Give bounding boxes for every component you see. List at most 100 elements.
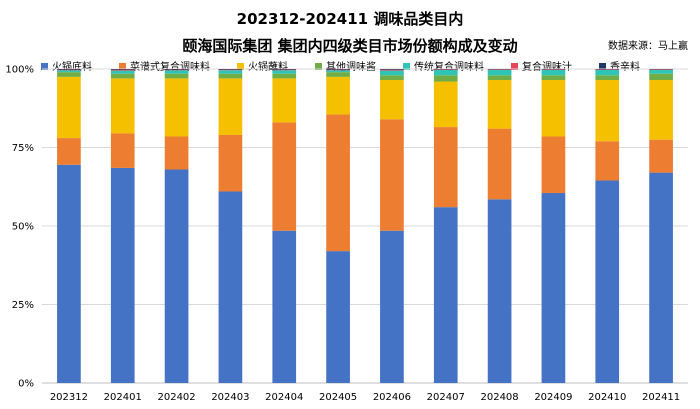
bar-segment-202409-s5 [541,69,566,70]
bar-segment-202312-s6 [57,69,81,70]
bar-segment-202402-s4 [164,70,189,74]
bar-segment-202410-s5 [595,69,620,70]
bar-segment-202402-s6 [164,69,189,70]
bar-segment-202403-s3 [218,73,243,79]
bar-segment-202312-s3 [57,72,81,77]
bar-segment-202402-s3 [164,73,189,79]
bar-segment-202402-s5 [164,69,189,71]
bar-segment-202312-s0 [57,164,81,383]
bar-segment-202405-s6 [326,69,350,70]
x-tick-label: 202411 [642,392,680,403]
bar-segment-202407-s4 [433,69,458,76]
x-tick-label: 202410 [588,392,626,403]
x-tick-label: 202404 [265,392,303,403]
data-source-note: 数据来源：马上赢 [608,39,688,52]
bar-segment-202408-s2 [487,79,512,129]
bar-segment-202401-s5 [110,69,135,71]
bar-segment-202403-s4 [218,70,243,74]
bar-segment-202403-s5 [218,69,243,71]
legend-swatch-2 [237,63,244,70]
bar-segment-202312-s5 [57,69,81,71]
bar-segment-202402-s1 [164,136,189,170]
bar-segment-202403-s0 [218,191,243,383]
bar-segment-202407-s3 [433,75,458,82]
y-tick-label: 25% [12,300,34,311]
bar-segment-202407-s0 [433,207,458,383]
legend-swatch-6 [599,63,606,70]
y-axis: 0% 25% 50% 75% 100% [5,65,34,390]
legend-label: 传统复合调味料 [414,60,484,73]
x-tick-label: 202405 [319,392,357,403]
bar-segment-202411-s4 [649,69,673,74]
bar-segment-202405-s3 [326,72,350,77]
y-tick-label: 75% [12,143,34,154]
bar-segment-202405-s0 [326,251,350,383]
bar-segment-202404-s5 [272,69,297,71]
bar-segment-202401-s4 [110,70,135,74]
bar-segment-202401-s1 [110,133,135,168]
bar-segment-202408-s4 [487,69,512,76]
bar-segment-202312-s1 [57,138,81,165]
bar-segment-202404-s2 [272,78,297,123]
bar-segment-202411-s3 [649,73,673,80]
bar-segment-202411-s5 [649,69,673,70]
x-tick-label: 202409 [534,392,572,403]
bar-segment-202402-s0 [164,169,189,383]
x-tick-label: 202406 [373,392,411,403]
bar-segment-202406-s0 [380,230,404,383]
bar-segment-202404-s4 [272,70,297,74]
bar-segment-202406-s4 [380,70,404,76]
bar-segment-202406-s6 [380,69,404,70]
bar-segment-202405-s1 [326,114,350,252]
bar-segment-202406-s2 [380,79,404,120]
bar-segment-202404-s6 [272,69,297,70]
x-axis: 202312 202401 202402 202403 202404 202405 2024… [50,392,680,403]
bar-segment-202404-s0 [272,230,297,383]
bar-segment-202411-s0 [649,172,673,383]
x-tick-label: 202408 [480,392,518,403]
y-tick-label: 0% [18,379,34,390]
bar-segment-202405-s2 [326,76,350,115]
bar-segment-202312-s2 [57,76,81,139]
bar-segment-202406-s5 [380,69,404,71]
bar-segment-202408-s3 [487,75,512,80]
bar-segment-202409-s2 [541,79,566,137]
bar-segment-202404-s3 [272,73,297,79]
bar-segment-202404-s1 [272,122,297,231]
bar-segment-202407-s2 [433,81,458,128]
bar-segment-202405-s4 [326,70,350,73]
bar-segment-202406-s3 [380,75,404,80]
legend-swatch-5 [511,63,518,70]
bar-segment-202408-s1 [487,128,512,200]
bar-segment-202410-s0 [595,180,620,383]
legend-label: 菜谱式复合调味料 [130,60,210,73]
legend-swatch-1 [119,63,126,70]
x-tick-label: 202401 [104,392,142,403]
bar-segment-202406-s1 [380,119,404,231]
gridlines [42,68,688,384]
legend-swatch-4 [403,63,410,70]
bar-segment-202407-s1 [433,127,458,208]
chart-title-line1: 202312-202411 调味品类目内 [237,10,464,28]
bar-segment-202409-s3 [541,75,566,80]
bar-segment-202411-s2 [649,79,673,140]
chart-title-line2: 颐海国际集团 集团内四级类目市场份额构成及变动 [182,37,517,55]
bar-segment-202408-s5 [487,69,512,70]
legend-swatch-0 [41,63,48,70]
bar-segment-202409-s0 [541,193,566,383]
bar-segment-202410-s3 [595,75,620,80]
bar-segment-202401-s3 [110,73,135,79]
x-tick-label: 202403 [211,392,249,403]
legend-swatch-3 [315,63,322,70]
bar-segment-202410-s2 [595,79,620,142]
x-tick-label: 202312 [50,392,88,403]
x-tick-label: 202407 [427,392,465,403]
bar-segment-202411-s1 [649,139,673,173]
bar-segment-202403-s2 [218,78,243,135]
bar-segment-202312-s4 [57,70,81,73]
bar-segment-202403-s6 [218,69,243,70]
bars [57,69,673,383]
bar-segment-202408-s0 [487,199,512,383]
bar-segment-202410-s4 [595,69,620,76]
